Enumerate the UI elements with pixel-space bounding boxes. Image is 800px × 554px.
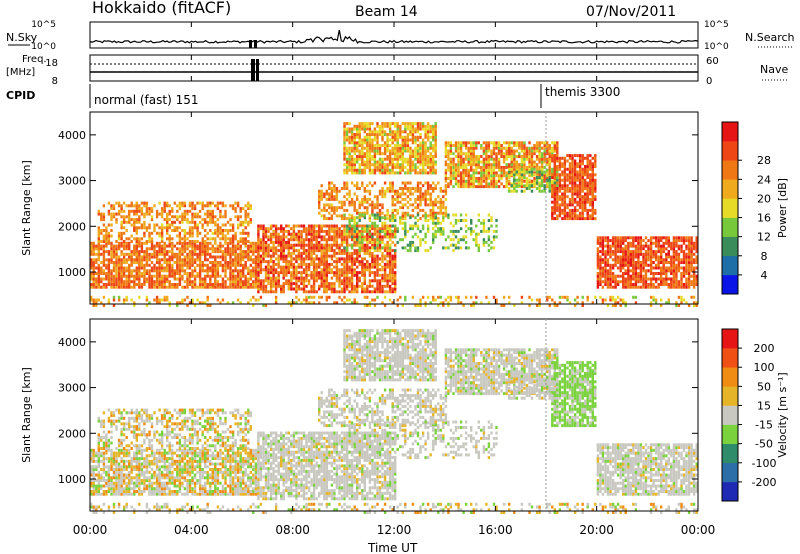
- power-colorbar-swatch: [722, 179, 738, 199]
- noise-tick-top-right: 10^5: [704, 20, 729, 30]
- vel-colorbar-swatch: [722, 462, 738, 483]
- vel-y-tick-label: 4000: [58, 336, 86, 349]
- vel-y-tick-label: 3000: [58, 382, 86, 395]
- vel-colorbar-swatch: [722, 329, 738, 349]
- vel-colorbar-swatch: [722, 348, 738, 368]
- power-colorbar-tick: 4: [761, 269, 768, 282]
- power-colorbar-tick: 12: [757, 231, 771, 244]
- power-panel: 1000 2000 3000 4000 Slant Range [km] 4 8 12 16 2…: [20, 111, 789, 307]
- power-y-tick-label: 2000: [58, 220, 86, 233]
- x-tick-label: 04:00: [174, 523, 209, 537]
- power-y-axis-label: Slant Range [km]: [20, 160, 33, 256]
- vel-colorbar-swatch: [722, 367, 738, 387]
- freq-tick-bottom: 8: [52, 76, 58, 87]
- noise-tick-top: 10^5: [31, 20, 56, 30]
- vel-colorbar-tick: 15: [757, 399, 771, 412]
- x-tick-label: 16:00: [478, 523, 513, 537]
- power-y-tick-label: 4000: [58, 129, 86, 142]
- power-colorbar-tick: 8: [761, 250, 768, 263]
- vel-colorbar-tick: -15: [755, 419, 773, 432]
- freq-label-1: Freq.: [22, 54, 47, 65]
- power-colorbar-swatch: [722, 236, 738, 257]
- vel-colorbar-tick: -100: [752, 457, 777, 470]
- time-axis: 00:00 04:00 08:00 12:00 16:00 20:00 00:00: [73, 22, 716, 537]
- power-colorbar-tick: 24: [757, 173, 771, 186]
- beam-title: Beam 14: [355, 4, 418, 20]
- power-y-tick-label: 3000: [58, 175, 86, 188]
- noise-tick-bottom: 10^0: [31, 42, 56, 52]
- power-colorbar-label: Power [dB]: [776, 178, 789, 238]
- power-colorbar-tick: 20: [757, 192, 771, 205]
- vel-colorbar-tick: -50: [755, 438, 773, 451]
- cpid-entry-themis: themis 3300: [545, 85, 620, 99]
- power-colorbar-swatch: [722, 141, 738, 161]
- power-colorbar-swatch: [722, 122, 738, 142]
- station-title: Hokkaido (fitACF): [92, 0, 231, 17]
- vel-colorbar-tick: -200: [752, 476, 777, 489]
- date-title: 07/Nov/2011: [586, 4, 676, 20]
- x-tick-label: 08:00: [275, 523, 310, 537]
- vel-colorbar-swatch: [722, 424, 738, 444]
- vel-colorbar-swatch: [722, 405, 738, 425]
- nave-tick-top: 60: [706, 56, 719, 67]
- vel-colorbar-tick: 50: [757, 380, 771, 393]
- freq-label-2: [MHz]: [6, 67, 35, 78]
- velocity-panel: 1000 2000 3000 4000 Slant Range [km] 200 100 5…: [20, 318, 789, 514]
- x-tick-label: 00:00: [681, 523, 716, 537]
- vel-colorbar-swatch: [722, 386, 738, 406]
- cpid-row: CPID normal (fast) 151 themis 3300: [6, 84, 620, 108]
- power-colorbar-swatch: [722, 198, 738, 218]
- noise-tick-bottom-right: 10^0: [704, 42, 729, 52]
- freq-panel: Freq. [MHz] 18 8 60 0 Nave: [6, 54, 788, 87]
- nsky-label: N.Sky: [6, 31, 38, 44]
- freq-tick-top: 18: [45, 58, 58, 69]
- vel-colorbar-label: Velocity [m s⁻¹]: [776, 372, 789, 457]
- vel-colorbar-swatch: [722, 481, 738, 502]
- vel-y-tick-label: 1000: [58, 473, 86, 486]
- cpid-entry-normal: normal (fast) 151: [94, 93, 198, 107]
- x-tick-label: 12:00: [377, 523, 412, 537]
- cpid-label: CPID: [6, 89, 35, 102]
- vel-colorbar-swatch: [722, 443, 738, 464]
- vel-colorbar-tick: 100: [754, 361, 775, 374]
- power-colorbar-tick: 28: [757, 154, 771, 167]
- vel-y-axis-label: Slant Range [km]: [20, 367, 33, 463]
- power-colorbar-swatch: [722, 217, 738, 237]
- nave-label: Nave: [760, 63, 788, 76]
- nave-tick-bottom: 0: [706, 76, 712, 87]
- vel-colorbar-tick: 200: [754, 342, 775, 355]
- power-y-tick-label: 1000: [58, 266, 86, 279]
- power-colorbar-swatch: [722, 160, 738, 180]
- x-axis-label: Time UT: [367, 541, 418, 554]
- power-colorbar-tick: 16: [757, 212, 771, 225]
- power-colorbar-swatch: [722, 274, 738, 295]
- nsearch-label: N.Search: [745, 31, 795, 44]
- power-colorbar-swatch: [722, 255, 738, 276]
- noise-panel: N.Sky 10^5 10^0 10^5 10^0 N.Search: [6, 20, 795, 52]
- x-tick-label: 20:00: [579, 523, 614, 537]
- x-tick-label: 00:00: [73, 523, 108, 537]
- vel-y-tick-label: 2000: [58, 427, 86, 440]
